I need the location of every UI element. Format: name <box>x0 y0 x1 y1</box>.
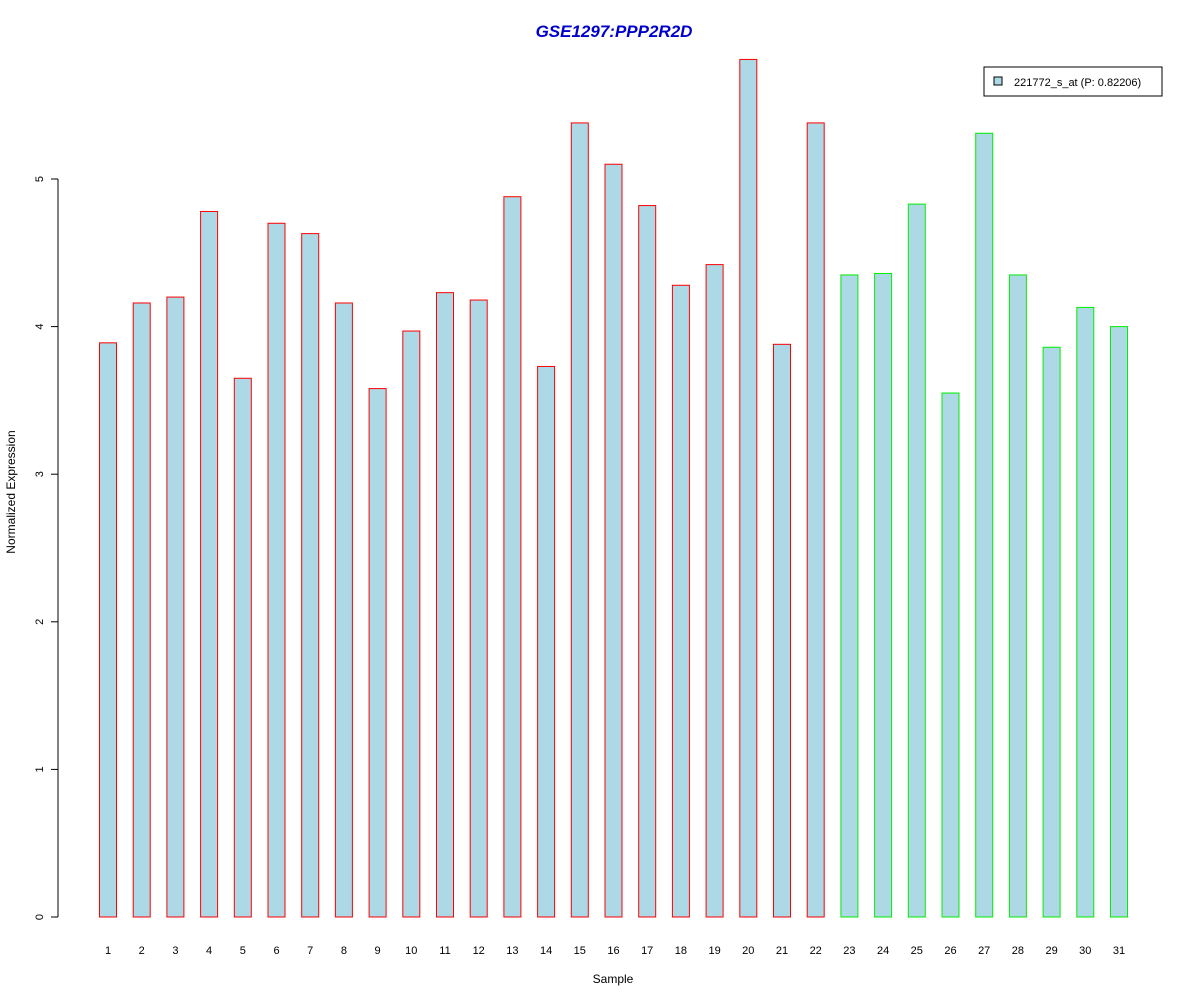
x-tick-label: 24 <box>877 945 889 957</box>
y-tick-label: 2 <box>34 619 46 625</box>
x-tick-label: 1 <box>105 945 111 957</box>
x-tick-label: 17 <box>641 945 653 957</box>
legend-swatch <box>993 76 1003 86</box>
legend-entry-label: 221772_s_at (P: 0.82206) <box>1014 77 1141 89</box>
chart-title: GSE1297:PPP2R2D <box>536 22 693 41</box>
bar-sample-21 <box>773 343 791 918</box>
x-tick-label: 9 <box>375 945 381 957</box>
x-tick-label: 3 <box>172 945 178 957</box>
bar-sample-7 <box>301 233 320 918</box>
x-tick-label: 19 <box>708 945 720 957</box>
bar-sample-29 <box>1042 346 1061 918</box>
bar-sample-18 <box>671 284 690 918</box>
bar-sample-10 <box>402 330 421 918</box>
x-tick-label: 25 <box>911 945 923 957</box>
bar-sample-30 <box>1076 306 1095 918</box>
bar-sample-11 <box>436 292 454 918</box>
bar-sample-26 <box>941 392 960 918</box>
bars <box>99 58 1128 918</box>
bar-sample-15 <box>570 122 589 918</box>
x-tick-labels: 1 2 3 4 5 6 7 8 9 10 11 12 13 14 15 16 17 18 19 20 21 22 23 24 2… <box>105 945 1125 957</box>
y-tick-label: 5 <box>34 176 46 182</box>
x-tick-label: 31 <box>1113 945 1125 957</box>
y-axis: 0 1 2 3 4 5 <box>34 176 59 920</box>
bar-sample-23 <box>840 274 859 918</box>
bar-sample-24 <box>874 272 893 918</box>
bar-sample-28 <box>1008 274 1027 918</box>
x-tick-label: 27 <box>978 945 990 957</box>
bar-sample-2 <box>132 302 151 918</box>
y-axis-label: Normalized Expression <box>4 430 18 553</box>
bar-sample-13 <box>503 196 522 918</box>
x-tick-label: 11 <box>439 945 450 957</box>
y-tick-label: 0 <box>34 914 46 920</box>
x-tick-label: 10 <box>405 945 417 957</box>
bar-sample-16 <box>604 163 623 918</box>
bar-sample-6 <box>267 222 286 918</box>
bar-sample-14 <box>537 365 556 918</box>
bar-sample-5 <box>233 377 252 918</box>
bar-sample-19 <box>705 264 724 918</box>
x-tick-label: 16 <box>607 945 619 957</box>
x-axis-label: Sample <box>593 972 634 986</box>
legend-box <box>983 66 1163 97</box>
legend: 221772_s_at (P: 0.82206) <box>983 66 1163 97</box>
x-tick-label: 6 <box>273 945 279 957</box>
bar-sample-20 <box>739 58 758 918</box>
x-tick-label: 14 <box>540 945 552 957</box>
y-tick-label: 4 <box>34 324 46 330</box>
x-tick-label: 20 <box>742 945 754 957</box>
x-tick-label: 26 <box>944 945 956 957</box>
x-tick-label: 21 <box>776 945 788 957</box>
bar-sample-12 <box>469 299 488 918</box>
x-tick-label: 7 <box>307 945 313 957</box>
x-tick-label: 8 <box>341 945 347 957</box>
x-tick-label: 29 <box>1045 945 1057 957</box>
x-tick-label: 13 <box>506 945 518 957</box>
x-tick-label: 28 <box>1012 945 1024 957</box>
y-tick-label: 3 <box>34 471 46 477</box>
bar-sample-4 <box>200 210 219 918</box>
x-tick-label: 22 <box>810 945 822 957</box>
bar-sample-9 <box>368 388 387 918</box>
bar-sample-31 <box>1110 326 1128 918</box>
x-tick-label: 2 <box>139 945 145 957</box>
bar-sample-8 <box>334 302 353 918</box>
x-tick-label: 23 <box>843 945 855 957</box>
y-tick-label: 1 <box>34 766 46 772</box>
x-tick-label: 30 <box>1079 945 1091 957</box>
bar-sample-17 <box>638 205 657 918</box>
bar-sample-22 <box>806 122 825 918</box>
x-tick-label: 5 <box>240 945 246 957</box>
x-tick-label: 15 <box>574 945 586 957</box>
x-tick-label: 4 <box>206 945 212 957</box>
bar-sample-25 <box>907 203 926 918</box>
x-tick-label: 18 <box>675 945 687 957</box>
bar-sample-3 <box>166 296 185 918</box>
x-tick-label: 12 <box>473 945 485 957</box>
bar-sample-1 <box>99 342 117 918</box>
bar-sample-27 <box>975 132 994 918</box>
